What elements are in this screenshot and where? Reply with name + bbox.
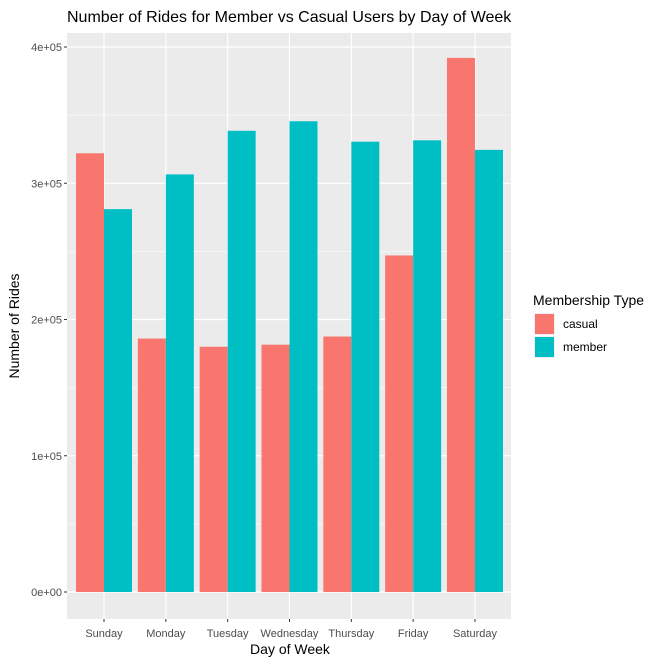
y-tick-label: 2e+05 bbox=[31, 315, 62, 327]
bar-member-sunday bbox=[104, 209, 132, 592]
bars-layer bbox=[76, 57, 503, 593]
x-tick-label-sunday: Sunday bbox=[85, 628, 123, 640]
x-tick-label-monday: Monday bbox=[146, 628, 186, 640]
bar-casual-thursday bbox=[323, 336, 352, 592]
y-tick-label: 3e+05 bbox=[31, 178, 62, 190]
x-tick-label-tuesday: Tuesday bbox=[207, 628, 249, 640]
bar-casual-tuesday bbox=[199, 346, 228, 592]
bar-casual-wednesday bbox=[261, 344, 290, 592]
y-tick-label: 4e+05 bbox=[31, 42, 62, 54]
x-tick-label-friday: Friday bbox=[398, 628, 429, 640]
bar-member-saturday bbox=[474, 149, 503, 592]
bar-member-thursday bbox=[351, 141, 380, 592]
bar-member-tuesday bbox=[227, 130, 256, 592]
legend-label-casual: casual bbox=[563, 317, 598, 331]
bar-casual-friday bbox=[385, 255, 414, 592]
chart-title: Number of Rides for Member vs Casual Use… bbox=[67, 9, 512, 26]
legend-swatch-casual bbox=[535, 314, 554, 334]
y-tick-label: 0e+00 bbox=[31, 587, 62, 599]
bar-member-monday bbox=[165, 174, 194, 593]
bar-casual-saturday bbox=[446, 57, 475, 592]
x-axis-title: Day of Week bbox=[250, 641, 331, 657]
x-tick-label-saturday: Saturday bbox=[453, 628, 498, 640]
bar-member-wednesday bbox=[289, 121, 318, 592]
legend-label-member: member bbox=[563, 340, 607, 354]
y-tick-label: 1e+05 bbox=[31, 451, 62, 463]
bar-member-friday bbox=[413, 140, 442, 593]
axes-layer: 0e+00 1e+05 2e+05 3e+05 4e+05 Sunday Monday Tue… bbox=[31, 42, 497, 640]
x-tick-label-thursday: Thursday bbox=[328, 628, 374, 640]
x-tick-label-wednesday: Wednesday bbox=[261, 628, 319, 640]
y-axis-title: Number of Rides bbox=[6, 273, 22, 378]
bar-casual-monday bbox=[137, 338, 166, 592]
legend-swatch-member bbox=[535, 337, 554, 357]
legend: Membership Type casual member bbox=[533, 292, 644, 358]
legend-title: Membership Type bbox=[533, 292, 644, 308]
bar-casual-sunday bbox=[76, 153, 104, 592]
